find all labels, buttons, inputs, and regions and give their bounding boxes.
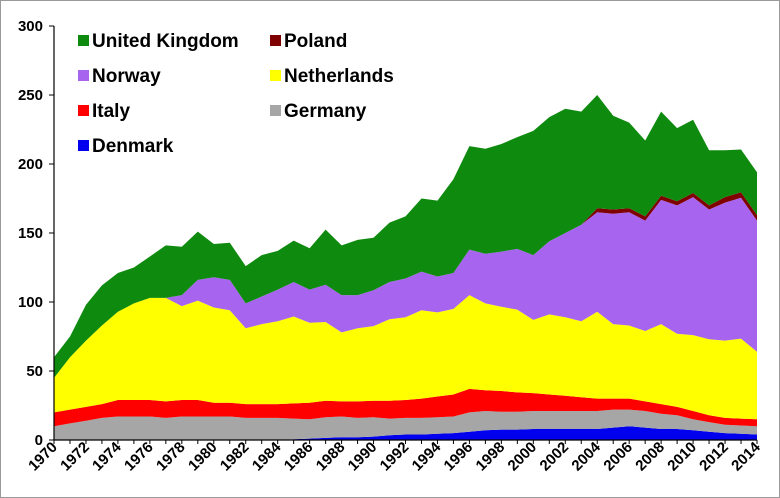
x-tick-label: 1988 (313, 439, 349, 475)
x-tick-label: 2000 (505, 439, 541, 475)
x-tick-label: 2014 (728, 438, 764, 474)
area-netherlands (54, 295, 757, 420)
y-tick-label: 300 (18, 18, 43, 35)
x-tick-label: 1998 (473, 439, 509, 475)
legend-swatch-poland (270, 35, 281, 46)
x-tick-label: 1976 (121, 439, 157, 475)
x-tick-label: 1984 (249, 438, 285, 474)
x-tick-label: 2002 (537, 439, 573, 475)
x-tick-label: 2010 (664, 439, 700, 475)
x-tick-label: 2004 (568, 438, 604, 474)
x-tick-label: 1986 (281, 439, 317, 475)
legend-swatch-italy (78, 105, 89, 116)
legend-swatch-united-kingdom (78, 35, 89, 46)
x-tick-label: 1996 (441, 439, 477, 475)
y-tick-label: 200 (18, 156, 43, 173)
area-italy (54, 388, 757, 427)
legend-label-poland: Poland (284, 31, 347, 52)
x-tick-label: 1992 (377, 439, 413, 475)
y-axis-ticks: 0 50 100 150 200 250 300 (18, 18, 54, 449)
area-denmark (54, 426, 757, 440)
x-tick-label: 1970 (25, 439, 61, 475)
area-united-kingdom (54, 95, 757, 378)
x-axis-ticks: 1970197219741976197819801982198419861988… (25, 438, 764, 474)
x-tick-label: 2006 (600, 439, 636, 475)
legend-label-norway: Norway (92, 66, 161, 87)
y-tick-label: 50 (26, 363, 43, 380)
x-tick-label: 1974 (89, 438, 125, 474)
x-tick-label: 2012 (696, 439, 732, 475)
y-tick-label: 0 (35, 432, 43, 449)
x-tick-label: 1980 (185, 439, 221, 475)
legend-swatch-norway (78, 70, 89, 81)
legend-swatch-germany (270, 105, 281, 116)
y-tick-label: 100 (18, 294, 43, 311)
legend-label-denmark: Denmark (92, 136, 174, 157)
x-tick-label: 1994 (409, 438, 445, 474)
legend: United Kingdom Poland Norway Netherlands Ita… (78, 31, 394, 157)
x-tick-label: 1990 (345, 439, 381, 475)
legend-swatch-denmark (78, 140, 89, 151)
x-tick-label: 1982 (217, 439, 253, 475)
x-tick-label: 1972 (57, 439, 93, 475)
series-areas (54, 95, 757, 440)
legend-label-united-kingdom: United Kingdom (92, 31, 239, 52)
legend-swatch-netherlands (270, 70, 281, 81)
area-norway (54, 197, 757, 378)
legend-label-netherlands: Netherlands (284, 66, 394, 87)
x-tick-label: 2008 (632, 439, 668, 475)
x-tick-label: 1978 (153, 439, 189, 475)
area-germany (54, 409, 757, 440)
legend-label-germany: Germany (284, 101, 367, 122)
y-tick-label: 150 (18, 225, 43, 242)
y-tick-label: 250 (18, 87, 43, 104)
legend-label-italy: Italy (92, 101, 130, 122)
